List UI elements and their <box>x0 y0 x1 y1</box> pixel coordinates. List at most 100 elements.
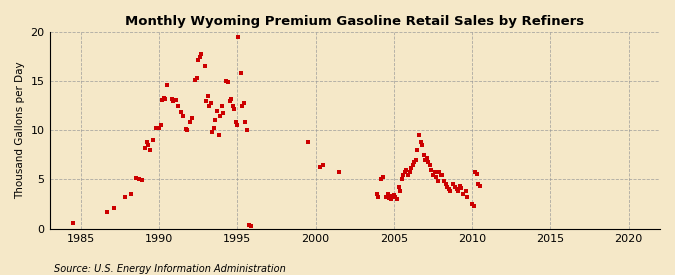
Point <box>186 116 197 121</box>
Point <box>134 177 144 182</box>
Point <box>154 126 165 131</box>
Point <box>180 127 191 131</box>
Point <box>454 184 465 189</box>
Point <box>151 126 161 131</box>
Point <box>401 167 412 172</box>
Point <box>394 185 404 189</box>
Point <box>224 98 235 103</box>
Y-axis label: Thousand Gallons per Day: Thousand Gallons per Day <box>15 62 25 199</box>
Point <box>200 98 211 103</box>
Point <box>185 120 196 125</box>
Point <box>384 196 395 200</box>
Point <box>468 204 479 208</box>
Point <box>456 186 466 191</box>
Point <box>389 193 400 197</box>
Point <box>376 177 387 182</box>
Point <box>229 106 240 111</box>
Point <box>245 224 256 228</box>
Point <box>209 126 219 131</box>
Point <box>199 64 210 68</box>
Point <box>155 123 166 128</box>
Point <box>387 194 398 198</box>
Point <box>431 175 441 180</box>
Point <box>412 148 423 152</box>
Point <box>423 160 434 164</box>
Title: Monthly Wyoming Premium Gasoline Retail Sales by Refiners: Monthly Wyoming Premium Gasoline Retail … <box>125 15 585 28</box>
Point <box>414 133 425 138</box>
Point <box>473 182 484 186</box>
Point <box>230 120 241 125</box>
Point <box>215 113 225 118</box>
Point <box>212 108 223 113</box>
Point <box>460 189 471 194</box>
Point <box>223 80 234 84</box>
Point <box>441 185 452 189</box>
Point <box>191 76 202 80</box>
Point <box>448 182 459 186</box>
Point <box>225 97 236 101</box>
Point <box>213 133 224 138</box>
Point <box>238 101 249 105</box>
Point <box>204 103 215 108</box>
Point <box>130 176 141 181</box>
Point <box>467 202 478 206</box>
Point <box>232 123 243 128</box>
Point <box>159 96 169 100</box>
Point <box>390 195 401 199</box>
Point <box>450 185 460 189</box>
Point <box>402 172 413 177</box>
Point <box>210 118 221 123</box>
Point <box>377 175 388 180</box>
Point <box>102 210 113 214</box>
Point <box>395 189 406 194</box>
Point <box>302 140 313 144</box>
Point <box>171 98 182 102</box>
Point <box>218 110 229 115</box>
Point <box>119 195 130 199</box>
Point <box>407 163 418 167</box>
Point <box>140 146 151 150</box>
Point <box>435 172 446 177</box>
Point <box>216 103 227 108</box>
Point <box>176 109 186 114</box>
Point <box>458 192 468 196</box>
Point <box>205 101 216 105</box>
Point <box>318 163 329 167</box>
Point <box>333 169 344 174</box>
Point <box>434 169 445 174</box>
Point <box>410 158 421 162</box>
Point <box>182 128 192 133</box>
Point <box>432 179 443 184</box>
Point <box>470 169 481 174</box>
Point <box>425 163 435 167</box>
Point <box>244 222 254 227</box>
Point <box>202 94 213 98</box>
Point <box>166 97 177 101</box>
Point <box>221 79 232 83</box>
Point <box>373 195 383 199</box>
Point <box>108 206 119 210</box>
Point <box>178 113 188 118</box>
Point <box>233 35 244 39</box>
Point <box>439 179 450 184</box>
Point <box>451 187 462 191</box>
Point <box>416 143 427 147</box>
Point <box>421 156 432 160</box>
Point <box>382 192 393 196</box>
Point <box>173 103 184 108</box>
Point <box>371 192 382 196</box>
Point <box>440 182 451 186</box>
Point <box>404 169 415 174</box>
Point <box>237 103 248 108</box>
Point <box>385 197 396 201</box>
Point <box>475 184 485 189</box>
Point <box>168 98 179 103</box>
Point <box>242 128 252 133</box>
Point <box>190 78 200 82</box>
Point <box>227 103 238 108</box>
Point <box>142 143 153 147</box>
Point <box>471 171 482 176</box>
Point <box>194 54 205 59</box>
Point <box>141 140 152 144</box>
Point <box>240 120 250 125</box>
